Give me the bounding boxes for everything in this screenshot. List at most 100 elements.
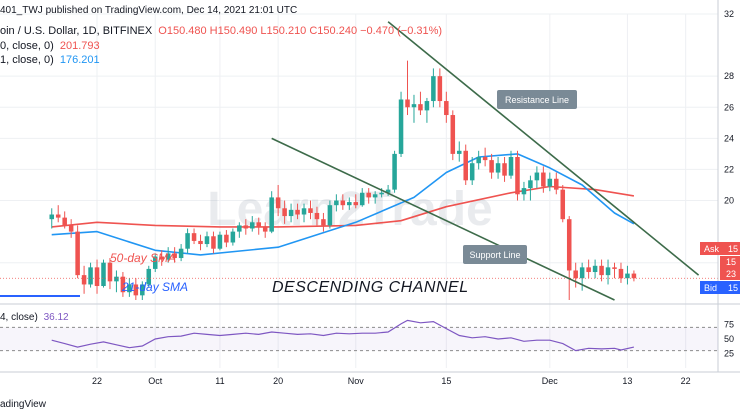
candle-body (146, 268, 152, 285)
candle-body (579, 267, 585, 279)
resistance-label: Resistance Line (497, 90, 577, 109)
candle-body (541, 172, 546, 187)
time-tick-label: Oct (148, 376, 163, 386)
candle-body (489, 160, 494, 173)
candle-body (327, 205, 333, 226)
candle-body (198, 240, 203, 245)
candle-body (107, 262, 113, 282)
candle-body (424, 101, 430, 111)
candle-body (431, 76, 436, 102)
candle-body (411, 104, 417, 108)
channel-annotation: DESCENDING CHANNEL (272, 279, 469, 296)
candle-body (450, 115, 456, 154)
candle-body (133, 284, 139, 296)
candle-body (204, 236, 210, 245)
sma50-legend: 0, close, 0) 201.793 (0, 40, 103, 52)
last-price-value: 15 (726, 257, 736, 267)
support-label-text: Support Line (469, 250, 520, 260)
candle-body (172, 253, 177, 259)
candle-body (88, 267, 93, 285)
rsi-pane: 75 50 25 (0, 320, 734, 359)
price-tick-label: 28 (724, 71, 734, 81)
time-tick-label: 13 (622, 376, 632, 386)
bid-value: 15 (728, 283, 738, 293)
candle-body (482, 157, 488, 161)
candle-body (631, 273, 637, 279)
sma21-line (51, 153, 635, 256)
candle-body (547, 178, 553, 187)
rsi-legend-label: 4, close) (0, 312, 38, 323)
rsi-band (0, 327, 718, 351)
candle-body (463, 150, 468, 181)
time-tick-label: 22 (92, 376, 102, 386)
candle-body (444, 101, 449, 116)
candle-body (101, 262, 106, 287)
rsi-legend: 4, close) 36.12 (0, 312, 72, 323)
sma50-annotation: 50-day SMA (110, 251, 176, 265)
candle-body (521, 188, 527, 195)
candle-body (159, 256, 164, 260)
publisher-line: 401_TWJ published on TradingView.com, De… (0, 5, 298, 16)
candle-body (191, 233, 197, 241)
candle-body (217, 234, 223, 249)
candle-body (165, 253, 171, 260)
candle-body (185, 233, 190, 249)
candle-body (120, 276, 126, 293)
candle-body (237, 225, 242, 232)
symbol-name: oin / U.S. Dollar, 1D, BITFINEX (0, 25, 153, 37)
candle-body (566, 219, 572, 271)
candle-body (612, 267, 617, 269)
candle-body (353, 202, 359, 206)
rsi-tick-label: 25 (724, 349, 734, 359)
candle-body (476, 157, 481, 164)
time-tick-label: 22 (681, 376, 691, 386)
bid-label: Bid (704, 283, 717, 293)
price-tick-label: 20 (724, 196, 734, 206)
candle-body (114, 276, 119, 282)
candle-body (49, 214, 55, 220)
candle-body (321, 219, 326, 226)
countdown-value: 23 (726, 269, 736, 279)
footer-brand: adingView (0, 399, 46, 410)
rsi-line (51, 319, 635, 352)
support-label: Support Line (463, 245, 527, 264)
candle-body (127, 284, 132, 293)
candle-body (554, 178, 559, 190)
sma21-annotation: 21-day SMA (121, 280, 188, 294)
candle-body (586, 267, 591, 273)
candle-body (269, 197, 274, 232)
candle-body (405, 99, 410, 108)
ask-value: 15 (728, 244, 738, 254)
candles (0, 60, 718, 300)
candle-body (68, 225, 74, 232)
candle-body (301, 208, 307, 215)
candle-body (340, 200, 346, 206)
ask-label: Ask (704, 244, 720, 254)
candle-body (515, 157, 520, 195)
candle-body (618, 268, 624, 279)
candle-body (359, 192, 365, 206)
symbol-line: oin / U.S. Dollar, 1D, BITFINEX O150.480… (0, 25, 445, 37)
candle-body (224, 234, 229, 243)
sma21-legend: 1, close, 0) 176.201 (0, 54, 103, 66)
candle-body (62, 217, 67, 226)
candle-body (392, 153, 397, 190)
candle-body (282, 208, 287, 217)
last-price-tag: 15 23 (720, 256, 740, 280)
time-tick-label: 20 (273, 376, 283, 386)
candle-body (379, 192, 384, 195)
candle-body (314, 212, 320, 220)
ask-tag: Ask 15 (700, 242, 740, 255)
rsi-legend-value: 36.12 (43, 312, 69, 323)
candle-body (256, 222, 262, 227)
candle-body (94, 267, 100, 287)
candle-body (372, 194, 378, 198)
candle-body (456, 150, 462, 154)
candle-body (534, 172, 540, 181)
candle-body (385, 189, 391, 193)
candle-body (605, 267, 611, 276)
candle-body (437, 76, 443, 102)
candle-body (625, 273, 630, 279)
sma21-legend-label: 1, close, 0) (0, 54, 54, 66)
